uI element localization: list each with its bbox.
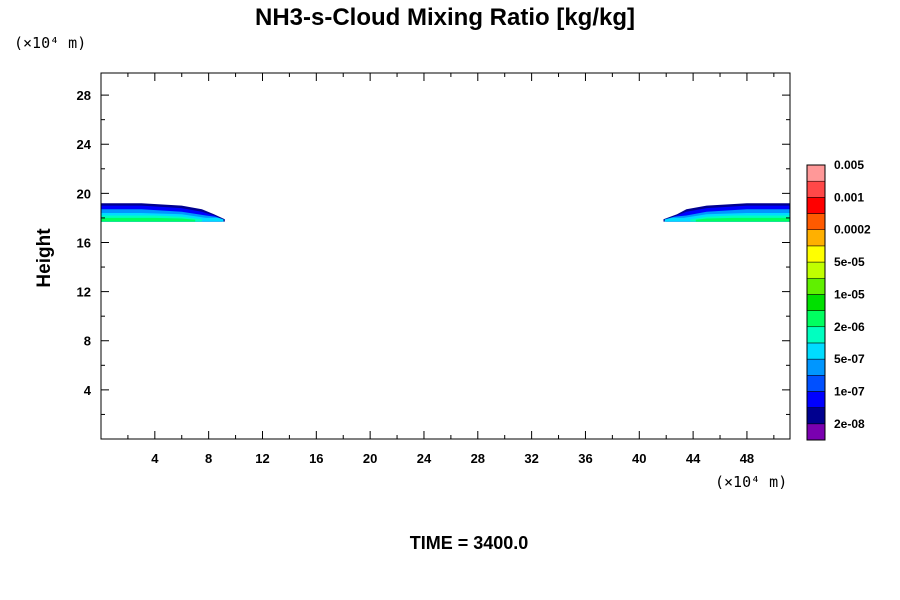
colorbar-label: 0.005 [834,158,864,172]
contour-fills [101,203,790,222]
colorbar: 2e-08 1e-07 5e-07 2e-06 1e-05 5e-05 0.0002 0.00… [806,158,871,441]
colorbar-swatch [806,310,826,328]
colorbar-swatch [806,197,826,214]
colorbar-swatch [806,326,826,344]
x-tick-label: 4 [151,451,159,466]
chart-title: NH3-s-Cloud Mixing Ratio [kg/kg] [255,4,635,31]
y-unit-label: (×10⁴ m) [14,34,86,52]
colorbar-swatch [806,342,826,360]
colorbar-swatch [806,294,826,311]
colorbar-swatch [806,423,826,441]
colorbar-swatch [806,261,826,279]
x-tick-label: 32 [524,451,538,466]
y-axis-label: Height [34,228,55,288]
y-tick-label: 24 [77,137,92,152]
x-unit-label: (×10⁴ m) [715,473,787,491]
x-tick-label: 12 [255,451,269,466]
colorbar-swatch [806,358,826,376]
y-tick-label: 4 [84,383,92,398]
y-tick-label: 8 [84,334,91,349]
colorbar-label: 1e-05 [834,287,865,301]
x-tick-label: 36 [578,451,592,466]
colorbar-swatch [806,229,826,247]
x-tick-label: 44 [686,451,701,466]
colorbar-swatch [806,391,826,408]
y-tick-label: 28 [77,88,91,103]
contour-band-right-5 [695,217,790,222]
contour-band-left-5 [101,217,196,222]
x-tick-label: 16 [309,451,323,466]
colorbar-label: 0.001 [834,190,864,204]
x-tick-label: 20 [363,451,377,466]
y-tick-label: 20 [77,186,91,201]
plot-background [101,73,790,439]
x-tick-label: 48 [740,451,754,466]
colorbar-label: 0.0002 [834,223,871,237]
x-tick-label: 8 [205,451,212,466]
colorbar-label: 2e-08 [834,417,865,431]
y-tick-label: 16 [77,235,91,250]
colorbar-label: 2e-06 [834,320,865,334]
x-tick-label: 40 [632,451,646,466]
colorbar-swatch [806,164,826,182]
plot-frame [100,72,791,440]
x-tick-label: 28 [471,451,485,466]
colorbar-swatch [806,375,826,392]
colorbar-label: 5e-05 [834,255,865,269]
y-tick-label: 12 [77,285,91,300]
colorbar-label: 5e-07 [834,352,865,366]
colorbar-swatch [806,277,826,295]
colorbar-label: 1e-07 [834,385,865,399]
colorbar-swatch [806,245,826,263]
colorbar-swatch [806,213,826,230]
time-label: TIME = 3400.0 [410,533,529,553]
x-tick-label: 24 [417,451,432,466]
colorbar-swatch [806,180,826,198]
colorbar-swatch [806,407,826,425]
colorbar-frame [806,164,826,441]
